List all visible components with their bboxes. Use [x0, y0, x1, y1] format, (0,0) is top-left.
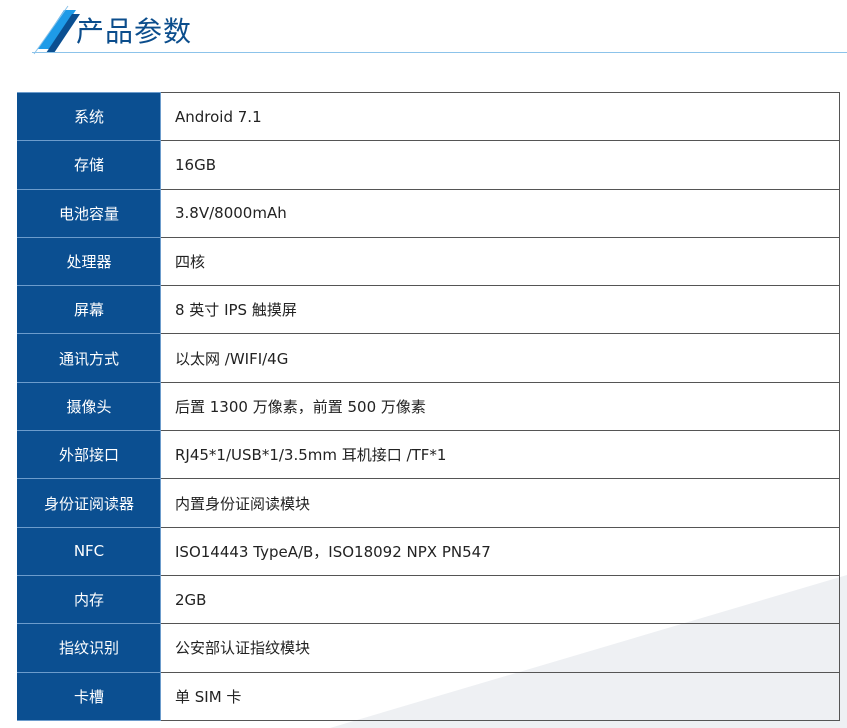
spec-row: 屏幕 8 英寸 IPS 触摸屏 [17, 285, 840, 335]
page-title: 产品参数 [76, 15, 193, 48]
spec-value: 内置身份证阅读模块 [160, 478, 840, 528]
header-divider [32, 52, 847, 53]
spec-label: 电池容量 [17, 188, 161, 238]
spec-label: 外部接口 [17, 430, 161, 480]
spec-row: 摄像头 后置 1300 万像素，前置 500 万像素 [17, 381, 840, 432]
spec-value: RJ45*1/USB*1/3.5mm 耳机接口 /TF*1 [160, 430, 840, 480]
spec-table: 系统 Android 7.1 存储 16GB 电池容量 3.8V/8000mAh 处理器 四核… [17, 91, 840, 721]
spec-value: 2GB [160, 574, 840, 625]
spec-label: 身份证阅读器 [17, 478, 161, 528]
spec-value: 单 SIM 卡 [160, 671, 840, 721]
spec-value: ISO14443 TypeA/B，ISO18092 NPX PN547 [160, 526, 840, 576]
double-slash-stripes-icon [33, 5, 80, 55]
spec-value: Android 7.1 [160, 91, 840, 142]
spec-label: 屏幕 [17, 285, 161, 335]
spec-row: NFC ISO14443 TypeA/B，ISO18092 NPX PN547 [17, 526, 840, 576]
spec-row: 通讯方式 以太网 /WIFI/4G [17, 333, 840, 383]
spec-row: 存储 16GB [17, 140, 840, 190]
spec-row: 指纹识别 公安部认证指纹模块 [17, 623, 840, 673]
spec-value: 以太网 /WIFI/4G [160, 333, 840, 383]
spec-row: 外部接口 RJ45*1/USB*1/3.5mm 耳机接口 /TF*1 [17, 430, 840, 480]
spec-row: 系统 Android 7.1 [17, 91, 840, 142]
spec-value: 8 英寸 IPS 触摸屏 [160, 285, 840, 335]
spec-row: 身份证阅读器 内置身份证阅读模块 [17, 478, 840, 528]
spec-label: 通讯方式 [17, 333, 161, 383]
spec-label: 系统 [17, 91, 161, 142]
spec-row: 卡槽单 SIM 卡 [17, 671, 840, 721]
spec-value: 3.8V/8000mAh [160, 188, 840, 238]
spec-value: 后置 1300 万像素，前置 500 万像素 [160, 381, 840, 432]
spec-label: 内存 [17, 574, 161, 625]
spec-label: 存储 [17, 140, 161, 190]
spec-value: 公安部认证指纹模块 [160, 623, 840, 673]
spec-row: 处理器 四核 [17, 236, 840, 287]
spec-label: 处理器 [17, 236, 161, 287]
spec-value: 16GB [160, 140, 840, 190]
spec-row: 电池容量 3.8V/8000mAh [17, 188, 840, 238]
section-header: 产品参数 [0, 0, 847, 60]
spec-label: 指纹识别 [17, 623, 161, 673]
spec-row: 内存 2GB [17, 574, 840, 625]
spec-value: 四核 [160, 236, 840, 287]
spec-label: 卡槽 [17, 671, 161, 721]
spec-label: 摄像头 [17, 381, 161, 432]
spec-label: NFC [17, 526, 161, 576]
